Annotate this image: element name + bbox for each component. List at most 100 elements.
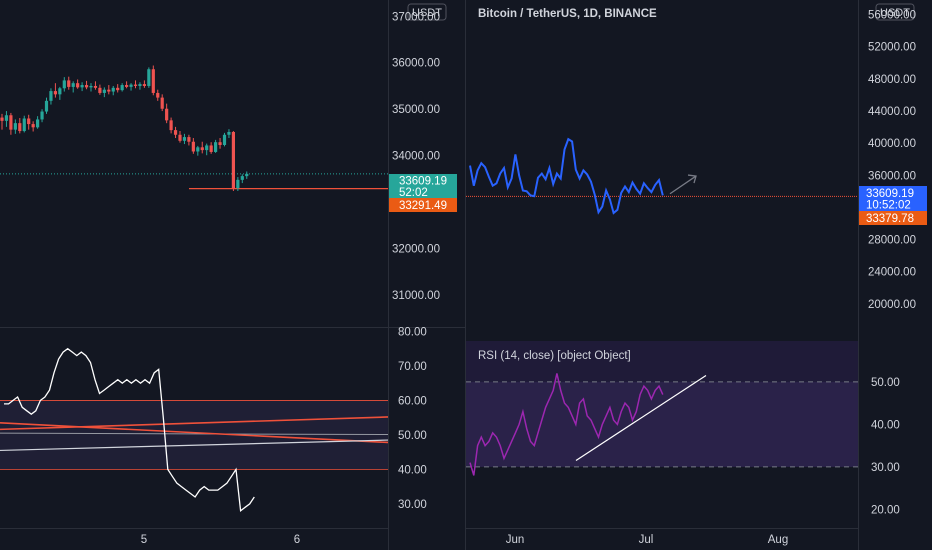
projection-arrow[interactable]	[669, 175, 697, 195]
candle-body	[240, 176, 244, 180]
candles	[0, 65, 249, 191]
countdown: 10:52:02	[866, 200, 911, 212]
level-price-label: 33379.78	[859, 211, 927, 225]
right-time-axis[interactable]: Jun Jul Aug	[506, 534, 789, 546]
time-tick: 5	[141, 534, 147, 546]
rsi-tick: 30.00	[871, 462, 900, 474]
rsi-trend-line[interactable]	[575, 374, 707, 462]
candle-body	[196, 147, 200, 152]
time-tick: Jun	[506, 534, 525, 546]
trend-line-white[interactable]	[0, 439, 389, 452]
right-price-axis[interactable]: USDT 56000.00 52000.00 48000.00 44000.00…	[859, 3, 927, 311]
rsi-tick: 50.00	[871, 377, 900, 389]
candle-body	[138, 84, 142, 86]
price-tick: 32000.00	[392, 244, 440, 256]
candle-body	[49, 91, 53, 101]
price-tick: 44000.00	[868, 106, 916, 118]
trend-line-orange[interactable]	[0, 422, 389, 444]
level-price-value: 33291.49	[399, 200, 447, 212]
last-price-label: 33609.19 10:52:02	[859, 186, 927, 212]
candle-body	[102, 89, 106, 93]
candle-body	[4, 115, 9, 121]
candle-body	[31, 124, 35, 128]
candle-body	[227, 131, 231, 135]
level-price-value: 33379.78	[866, 213, 914, 225]
price-tick: 28000.00	[868, 235, 916, 247]
rsi-tick: 20.00	[871, 504, 900, 516]
candle-body	[58, 88, 62, 95]
symbol-title: Bitcoin / TetherUS, 1D, BINANCE	[478, 8, 657, 20]
time-tick: Aug	[768, 534, 788, 546]
currency-label: USDT	[880, 7, 910, 19]
candle-body	[245, 173, 249, 177]
osc-tick: 50.00	[398, 430, 427, 442]
candle-body	[160, 97, 164, 109]
candle-body	[236, 179, 240, 189]
candle-body	[156, 92, 160, 98]
candle-body	[125, 85, 129, 87]
right-price-pane[interactable]	[466, 137, 858, 215]
candle-body	[120, 85, 124, 91]
candle-body	[0, 117, 4, 121]
candle-body	[27, 118, 31, 125]
candle-body	[111, 87, 115, 92]
osc-tick: 80.00	[398, 326, 427, 338]
candle-body	[18, 123, 22, 132]
price-tick: 48000.00	[868, 74, 916, 86]
candle-body	[129, 84, 133, 87]
candle-body	[22, 118, 26, 132]
arrow-head-icon	[687, 174, 697, 184]
candle-body	[165, 108, 169, 121]
candle-body	[93, 85, 98, 88]
level-price-label: 33291.49	[389, 198, 457, 212]
candle-body	[107, 89, 111, 92]
price-tick: 56000.00	[868, 10, 916, 22]
left-oscillator-pane[interactable]	[0, 347, 389, 513]
price-tick: 35000.00	[392, 104, 440, 116]
candle-body	[169, 120, 173, 131]
currency-badge: USDT	[407, 3, 447, 21]
candle-body	[214, 142, 218, 152]
rsi-line	[469, 373, 664, 476]
price-tick: 36000.00	[868, 170, 916, 182]
candle-body	[142, 84, 146, 86]
candle-body	[200, 147, 204, 151]
last-price-label: 33609.19 52:02	[389, 174, 457, 199]
candle-body	[44, 100, 49, 112]
rsi-pane[interactable]: RSI (14, close) [object Object]	[466, 341, 858, 476]
rsi-title: RSI (14, close) [object Object]	[478, 350, 631, 362]
price-tick: 24000.00	[868, 267, 916, 279]
candle-body	[231, 131, 235, 189]
left-oscillator-axis[interactable]: 80.00 70.00 60.00 50.00 40.00 30.00	[398, 326, 427, 511]
rsi-axis[interactable]: 50.00 40.00 30.00 20.00	[871, 377, 900, 517]
candle-body	[222, 134, 227, 145]
candle-body	[205, 145, 209, 151]
candle-body	[218, 142, 222, 145]
last-price-value: 33609.19	[399, 176, 447, 188]
oscillator-band	[0, 400, 388, 470]
left-price-pane[interactable]	[0, 65, 388, 191]
rsi-band	[466, 381, 858, 467]
candle-body	[187, 137, 191, 142]
price-tick: 37000.00	[392, 11, 440, 23]
candle-body	[80, 85, 84, 88]
candle-body	[53, 91, 57, 95]
candle-body	[36, 119, 40, 128]
candle-body	[178, 134, 182, 141]
trend-line-gray[interactable]	[0, 432, 389, 436]
left-time-axis[interactable]: 5 6	[141, 534, 300, 546]
candle-body	[147, 69, 151, 86]
price-tick: 52000.00	[868, 42, 916, 54]
trend-line-orange[interactable]	[0, 416, 389, 431]
left-price-axis[interactable]: USDT 37000.00 36000.00 35000.00 34000.00…	[389, 3, 457, 302]
candle-body	[9, 115, 13, 130]
candle-body	[209, 145, 213, 152]
currency-label: USDT	[412, 7, 442, 19]
osc-tick: 40.00	[398, 464, 427, 476]
currency-badge: USDT	[875, 3, 915, 21]
price-tick: 40000.00	[868, 138, 916, 150]
price-tick: 34000.00	[392, 151, 440, 163]
osc-tick: 70.00	[398, 361, 427, 373]
candle-body	[40, 111, 44, 120]
